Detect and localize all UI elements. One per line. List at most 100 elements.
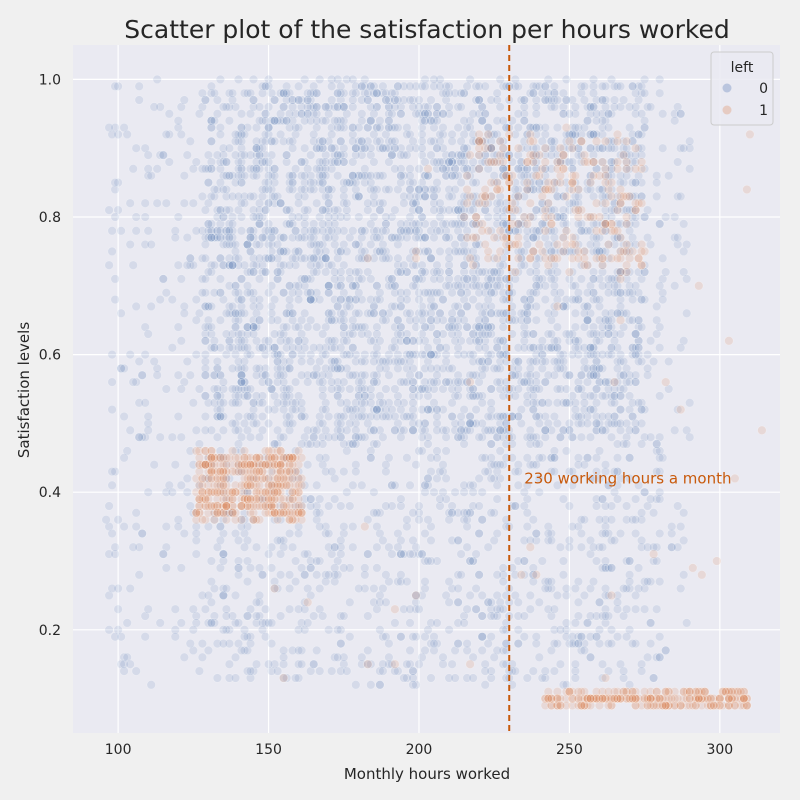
series-0-point-3869 — [673, 233, 683, 243]
series-0-point-773 — [215, 74, 225, 84]
series-0-point-3861 — [495, 425, 505, 435]
series-0-point-3078 — [459, 260, 469, 270]
series-0-point-2660 — [131, 143, 141, 153]
series-0-point-4112 — [474, 528, 484, 539]
series-0-point-2924 — [522, 521, 532, 532]
series-0-point-4148 — [357, 480, 367, 490]
series-0-point-2881 — [387, 274, 397, 284]
series-0-point-3067 — [591, 384, 602, 394]
series-0-point-269 — [209, 191, 219, 201]
series-0-point-389 — [477, 116, 487, 126]
series-0-point-3521 — [206, 136, 216, 146]
series-0-point-2009 — [348, 95, 358, 105]
series-0-point-182 — [543, 370, 553, 380]
series-0-point-2223 — [444, 205, 454, 215]
series-0-point-54 — [570, 233, 581, 243]
series-0-point-4383 — [402, 515, 412, 525]
series-0-point-3679 — [642, 363, 653, 374]
series-0-point-397 — [513, 191, 523, 201]
series-0-point-181 — [486, 411, 496, 422]
series-0-point-4266 — [492, 528, 502, 539]
series-0-point-139 — [267, 384, 277, 394]
series-0-point-1680 — [405, 81, 415, 91]
series-0-point-2651 — [152, 164, 162, 174]
series-0-point-3765 — [670, 425, 680, 435]
series-0-point-4005 — [414, 515, 424, 525]
series-0-point-3165 — [297, 109, 307, 119]
series-0-point-436 — [300, 219, 310, 229]
series-0-point-22 — [474, 377, 484, 387]
series-0-point-3803 — [594, 597, 605, 607]
series-0-point-4261 — [639, 604, 650, 614]
series-0-point-1800 — [257, 411, 268, 422]
series-0-point-1105 — [561, 398, 572, 408]
series-0-point-291 — [315, 212, 325, 222]
series-0-point-3909 — [441, 473, 451, 484]
series-0-point-4278 — [381, 501, 391, 511]
series-0-point-390 — [447, 157, 457, 167]
series-0-point-4374 — [459, 480, 469, 490]
series-0-point-3360 — [245, 563, 256, 573]
series-0-point-320 — [426, 288, 436, 298]
series-0-point-67 — [630, 157, 641, 167]
series-0-point-2686 — [146, 680, 156, 690]
series-0-point-3683 — [685, 136, 695, 146]
series-0-point-4155 — [594, 515, 605, 525]
series-0-point-210 — [438, 425, 448, 435]
series-0-point-3865 — [173, 370, 183, 380]
series-0-point-1126 — [579, 95, 590, 105]
series-0-point-3602 — [330, 267, 340, 277]
series-0-point-314 — [257, 370, 268, 380]
series-0-point-2435 — [276, 198, 286, 208]
series-0-point-310 — [402, 122, 412, 133]
series-0-point-339 — [354, 274, 364, 284]
series-0-point-3582 — [248, 329, 259, 339]
series-0-point-447 — [270, 95, 280, 105]
series-0-point-188 — [285, 425, 295, 435]
series-0-point-16 — [402, 329, 412, 339]
series-0-point-580 — [549, 411, 560, 422]
series-0-point-3060 — [104, 625, 114, 635]
series-0-point-3761 — [110, 212, 120, 222]
series-0-point-3044 — [552, 363, 563, 374]
series-0-point-3242 — [107, 528, 117, 539]
series-0-point-3335 — [270, 136, 280, 146]
series-0-point-2615 — [540, 425, 550, 435]
series-0-point-329 — [375, 246, 385, 256]
series-0-point-4366 — [363, 645, 373, 656]
series-0-point-1216 — [366, 336, 376, 346]
series-0-point-3469 — [447, 308, 457, 318]
series-0-point-3804 — [676, 109, 686, 119]
series-0-point-197 — [384, 136, 394, 146]
series-0-point-4025 — [645, 638, 656, 649]
series-0-point-3051 — [528, 398, 538, 408]
series-0-point-2014 — [606, 74, 617, 84]
series-0-point-4023 — [297, 659, 307, 669]
series-0-point-3054 — [179, 95, 189, 105]
series-0-point-3240 — [444, 625, 454, 635]
series-0-point-3845 — [600, 460, 611, 470]
series-0-point-280 — [600, 219, 611, 229]
series-0-point-2940 — [306, 88, 316, 98]
series-0-point-433 — [624, 102, 635, 112]
series-0-point-2681 — [679, 219, 689, 229]
series-0-point-26 — [453, 157, 463, 167]
series-0-point-244 — [345, 267, 355, 277]
series-0-point-4322 — [330, 542, 340, 552]
series-0-point-4347 — [579, 460, 590, 470]
series-0-point-70 — [363, 308, 373, 318]
series-0-point-1883 — [492, 88, 502, 98]
series-0-point-2731 — [131, 521, 141, 532]
series-0-point-3822 — [420, 645, 430, 656]
series-0-point-3717 — [384, 116, 394, 126]
series-0-point-46 — [248, 226, 259, 236]
series-0-point-2839 — [384, 350, 394, 360]
series-0-point-2998 — [125, 425, 135, 435]
series-0-point-3676 — [408, 425, 418, 435]
series-0-point-4317 — [570, 673, 581, 683]
series-0-point-2399 — [597, 322, 608, 332]
series-0-point-3529 — [300, 171, 310, 181]
series-0-point-4072 — [285, 528, 295, 539]
series-0-point-4209 — [525, 604, 535, 614]
series-0-point-3886 — [306, 356, 316, 367]
